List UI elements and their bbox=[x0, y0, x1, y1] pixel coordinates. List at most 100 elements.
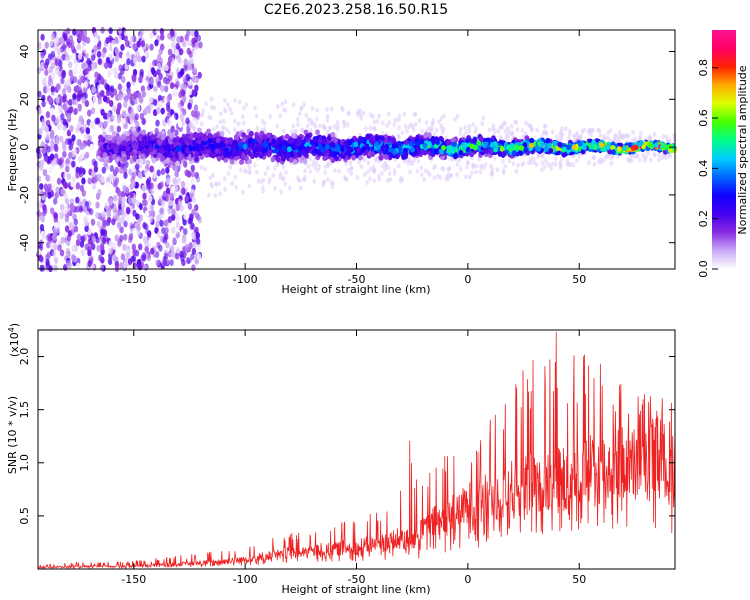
spectrogram-cell bbox=[342, 123, 347, 129]
spectrogram-cell bbox=[155, 259, 160, 267]
spectrogram-cell bbox=[125, 252, 130, 260]
spectrogram-cell bbox=[267, 179, 271, 185]
spectrogram-cell bbox=[498, 134, 502, 140]
spectrogram-cell bbox=[306, 163, 311, 169]
spectrogram-cell bbox=[41, 118, 46, 126]
spectrogram-cell bbox=[249, 153, 255, 160]
spectrogram-cell bbox=[45, 85, 51, 93]
spectrogram-cell bbox=[241, 120, 246, 126]
spectrogram-cell bbox=[190, 164, 195, 172]
spectrogram-cell bbox=[140, 40, 146, 48]
spectrogram-cell bbox=[457, 157, 462, 163]
spectrogram-cell bbox=[42, 169, 48, 177]
spectrogram-cell bbox=[106, 111, 112, 119]
spectrogram-cell bbox=[158, 99, 164, 107]
spectrogram-cell bbox=[558, 165, 563, 171]
spectrogram-cell bbox=[322, 155, 328, 161]
spectrogram-cell bbox=[400, 130, 405, 136]
spectrogram-cell bbox=[123, 233, 128, 241]
spectrogram-cell bbox=[496, 128, 501, 134]
spectrogram-cell bbox=[393, 117, 398, 123]
spectrogram-cell bbox=[160, 155, 166, 162]
spectrogram-cell bbox=[87, 177, 92, 185]
spectrogram-cell bbox=[372, 168, 376, 174]
spectrogram-cell bbox=[530, 127, 534, 133]
spectrogram-cell bbox=[96, 91, 101, 99]
spectrogram-cell bbox=[78, 115, 84, 123]
spectrogram-cell bbox=[53, 44, 59, 52]
spectrogram-cell bbox=[281, 164, 286, 170]
spectrogram-cell bbox=[387, 111, 391, 117]
spectrogram-cell bbox=[283, 181, 288, 187]
spectrogram-cell bbox=[149, 32, 154, 40]
spectrogram-cell bbox=[325, 117, 330, 123]
spectrogram-cell bbox=[136, 104, 141, 112]
spectrogram-cell bbox=[483, 162, 488, 168]
spectrogram-cell bbox=[54, 145, 59, 153]
spectrogram-cell bbox=[416, 158, 421, 164]
spectrogram-cell bbox=[59, 36, 64, 44]
spectrogram-cell bbox=[139, 112, 145, 120]
spectrogram-cell bbox=[153, 183, 159, 191]
spectrogram-cell bbox=[170, 213, 176, 221]
spectrogram-cell bbox=[106, 216, 112, 224]
spectrogram-cell bbox=[383, 167, 387, 173]
spectrogram-cell bbox=[75, 126, 80, 134]
spectrogram-cell bbox=[455, 113, 460, 119]
spectrogram-cell bbox=[107, 70, 112, 78]
spectrogram-cell bbox=[609, 160, 614, 166]
spectrogram-cell bbox=[372, 178, 377, 184]
spectrogram-cell bbox=[218, 191, 222, 197]
spectrogram-cell bbox=[111, 130, 117, 137]
spectrogram-cell bbox=[228, 137, 234, 144]
spectrogram-cell bbox=[182, 40, 187, 48]
spectrogram-cell bbox=[72, 148, 78, 156]
spectrogram-cell bbox=[187, 39, 192, 47]
spectrogram-cell bbox=[124, 186, 130, 194]
spectrogram-cell bbox=[303, 129, 309, 136]
spectrogram-cell bbox=[313, 165, 318, 171]
spectrogram-cell bbox=[72, 76, 78, 84]
spectrogram-cell bbox=[268, 113, 272, 119]
spectrogram-cell bbox=[84, 47, 89, 55]
spectrogram-cell bbox=[160, 199, 165, 207]
spectrogram-cell bbox=[85, 127, 90, 135]
spectrogram-cell bbox=[253, 162, 257, 168]
spectrogram-cell bbox=[192, 67, 198, 75]
spectrogram-cell bbox=[405, 128, 409, 134]
spectrogram-cell bbox=[36, 66, 42, 74]
spectrogram-cell bbox=[455, 172, 459, 178]
spectrogram-cell bbox=[467, 123, 472, 129]
spectrogram-cell bbox=[317, 123, 322, 129]
spectrogram-cell bbox=[50, 33, 56, 41]
spectrogram-cell bbox=[578, 134, 582, 140]
spectrogram-cell bbox=[44, 41, 49, 49]
spectrogram-cell bbox=[75, 205, 80, 213]
spectrogram-cell bbox=[316, 167, 320, 173]
spectrogram-cell bbox=[478, 169, 483, 175]
spectrogram-cell bbox=[107, 258, 113, 266]
spectrogram-cell bbox=[219, 130, 225, 137]
spectrogram-cell bbox=[303, 174, 307, 180]
spectrogram-cell bbox=[52, 231, 58, 239]
spectrogram-cell bbox=[165, 187, 171, 195]
spectrogram-cell bbox=[299, 106, 303, 112]
spectrogram-cell bbox=[368, 166, 373, 172]
spectrogram-cell bbox=[108, 174, 113, 182]
spectrogram-cell bbox=[162, 259, 168, 267]
spectrogram-cell bbox=[281, 128, 286, 134]
spectrogram-cell bbox=[520, 128, 525, 134]
spectrogram-cell bbox=[568, 162, 573, 168]
spectrogram-cell bbox=[166, 104, 171, 112]
spectrogram-cell bbox=[172, 86, 178, 94]
spectrogram-cell bbox=[553, 156, 558, 162]
spectrogram-cell bbox=[434, 127, 439, 133]
spectrogram-cell bbox=[281, 176, 286, 182]
spectrogram-cell bbox=[69, 198, 75, 206]
spectrogram-cell bbox=[106, 181, 111, 189]
spectrogram-cell bbox=[550, 129, 555, 135]
spectrogram-cell bbox=[226, 171, 231, 177]
spectrogram-cell bbox=[412, 157, 416, 163]
spectrogram-cell bbox=[150, 66, 155, 74]
spectrogram-cell bbox=[132, 262, 137, 270]
